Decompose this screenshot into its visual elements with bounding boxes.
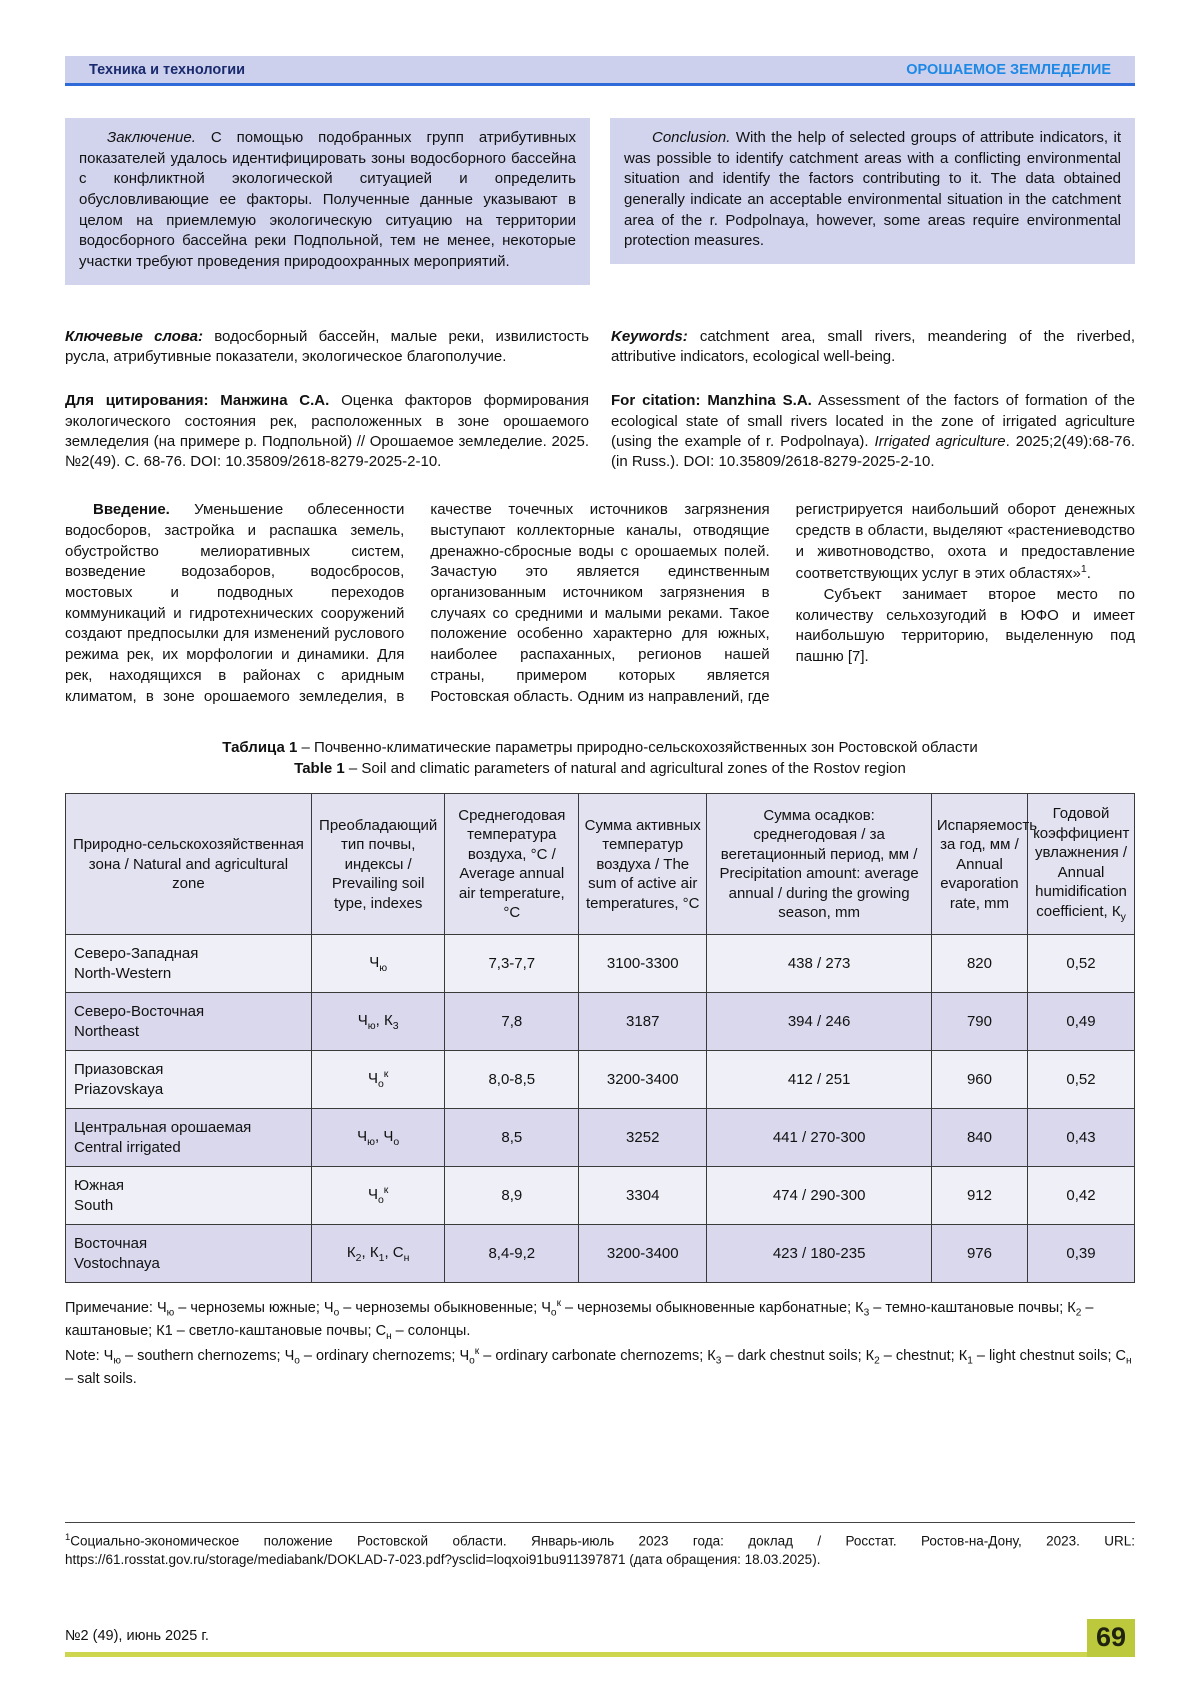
page-footer: №2 (49), июнь 2025 г. 69 [65,1619,1135,1657]
precip-cell: 394 / 246 [706,992,932,1052]
column-header: Среднегодовая температура воздуха, °С / … [444,793,580,936]
zone-cell: Северо-Восточная Northeast [65,992,312,1052]
column-header: Годовой коэффициент увлажнения / Annual … [1027,793,1135,936]
page-number-badge: 69 [1086,1619,1135,1657]
evap-cell: 840 [930,1108,1029,1168]
zone-cell: Северо-Западная North-Western [65,934,312,994]
zone-cell: Приазовская Priazovskaya [65,1050,312,1110]
precip-cell: 441 / 270-300 [706,1108,932,1168]
citation-en: For citation: Manzhina S.A. Assessment o… [611,392,1135,471]
soil-cell: Чок [310,1050,446,1110]
keywords-ru: Ключевые слова: водосборный бассейн, мал… [65,327,589,366]
precip-cell: 423 / 180-235 [706,1224,932,1284]
soil-cell: Чок [310,1166,446,1226]
coeff-cell: 0,39 [1027,1224,1135,1284]
column-header: Испаряемость за год, мм / Annual evapora… [930,793,1037,936]
table-row: Восточная Vostochnaya К2, К1, Сн 8,4-9,2 320… [65,1224,1135,1284]
zone-cell: Южная South [65,1166,312,1226]
zone-cell: Восточная Vostochnaya [65,1224,312,1284]
page-header: Техника и технологии ОРОШАЕМОЕ ЗЕМЛЕДЕЛИ… [65,56,1135,83]
table-row: Приазовская Priazovskaya Чок 8,0-8,5 3200-34… [65,1050,1135,1110]
conclusion-en: Conclusion. With the help of selected gr… [610,118,1135,265]
introduction-text: Введение. Уменьшение облесенности водосб… [65,500,1135,707]
coeff-cell: 0,52 [1027,934,1135,994]
journal-title: ОРОШАЕМОЕ ЗЕМЛЕДЕЛИЕ [906,61,1111,78]
zone-cell: Центральная орошаемая Central irrigated [65,1108,312,1168]
table-row: Центральная орошаемая Central irrigated Чю… [65,1108,1135,1168]
table-row: Северо-Западная North-Western Чю 7,3-7,7 310… [65,934,1135,994]
intro-paragraph-2: Субъект занимает второе место по количес… [795,586,1135,666]
conclusion-ru: Заключение. С помощью подобранных групп … [65,118,590,285]
precip-cell: 474 / 290-300 [706,1166,932,1226]
temp-cell: 8,5 [444,1108,580,1168]
sum-temp-cell: 3252 [578,1108,708,1168]
table-caption-en: Table 1 – Soil and climatic parameters o… [294,760,906,778]
footnote-divider [65,1521,1135,1523]
section-title: Техника и технологии [89,61,246,78]
issue-label: №2 (49), июнь 2025 г. [65,1628,209,1644]
column-header: Сумма активных температур воздуха / The … [578,793,708,936]
precip-cell: 412 / 251 [706,1050,932,1110]
sum-temp-cell: 3200-3400 [578,1050,708,1110]
coeff-cell: 0,43 [1027,1108,1135,1168]
table-note: Примечание: Чю – черноземы южные; Чо – ч… [65,1297,1135,1389]
footnote: 1Социально-экономическое положение Росто… [65,1531,1135,1567]
evap-cell: 790 [930,992,1029,1052]
table-caption: Таблица 1 – Почвенно-климатические парам… [65,737,1135,779]
temp-cell: 8,0-8,5 [444,1050,580,1110]
soil-cell: Чю, К3 [310,992,446,1052]
table-row: Северо-Восточная Northeast Чю, К3 7,8 3187 39… [65,992,1135,1052]
table-row: Южная South Чок 8,9 3304 474 / 290-300 912 0,42 [65,1166,1135,1226]
keywords-en: Keywords: catchment area, small rivers, … [611,327,1135,366]
sum-temp-cell: 3187 [578,992,708,1052]
header-divider [65,83,1135,86]
citation-ru: Для цитирования: Манжина С.А. Оценка фак… [65,392,589,471]
precip-cell: 438 / 273 [706,934,932,994]
conclusion-section: Заключение. С помощью подобранных групп … [65,118,1135,285]
citation-section: Для цитирования: Манжина С.А. Оценка фак… [65,391,1135,472]
evap-cell: 820 [930,934,1029,994]
evap-cell: 912 [930,1166,1029,1226]
evap-cell: 976 [930,1224,1029,1284]
sum-temp-cell: 3100-3300 [578,934,708,994]
coeff-cell: 0,49 [1027,992,1135,1052]
sum-temp-cell: 3200-3400 [578,1224,708,1284]
table-note-en: Note: Чю – southern chernozems; Чо – ord… [65,1345,1132,1387]
table-note-ru: Примечание: Чю – черноземы южные; Чо – ч… [65,1298,1094,1343]
temp-cell: 7,3-7,7 [444,934,580,994]
table-caption-ru: Таблица 1 – Почвенно-климатические парам… [222,739,978,757]
table-header-row: Природно-сельскохозяйственная зона / Nat… [65,793,1135,936]
sum-temp-cell: 3304 [578,1166,708,1226]
column-header: Сумма осадков: среднегодовая / за вегета… [706,793,932,936]
temp-cell: 8,4-9,2 [444,1224,580,1284]
evap-cell: 960 [930,1050,1029,1110]
coeff-cell: 0,52 [1027,1050,1135,1110]
soil-cell: К2, К1, Сн [310,1224,446,1284]
column-header: Преобладающий тип почвы, индексы / Preva… [310,793,446,936]
soil-cell: Чю, Чо [310,1108,446,1168]
temp-cell: 7,8 [444,992,580,1052]
coeff-cell: 0,42 [1027,1166,1135,1226]
keywords-section: Ключевые слова: водосборный бассейн, мал… [65,327,1135,368]
soil-cell: Чю [310,934,446,994]
intro-paragraph-1: Введение. Уменьшение облесенности водосб… [65,501,1135,705]
temp-cell: 8,9 [444,1166,580,1226]
column-header: Природно-сельскохозяйственная зона / Nat… [65,793,312,936]
soil-climate-table: Природно-сельскохозяйственная зона / Nat… [65,793,1135,1284]
